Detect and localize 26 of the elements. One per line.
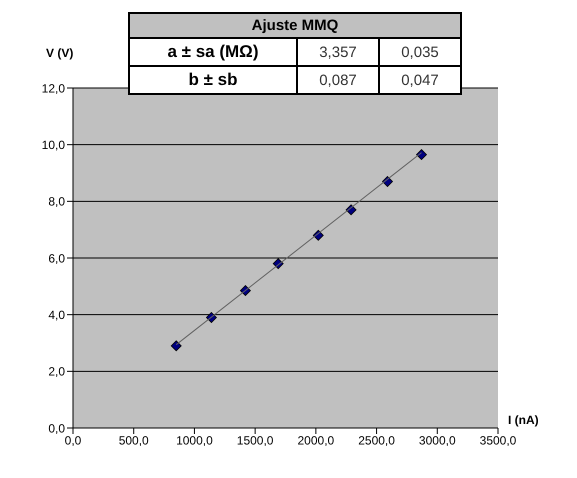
- text: Ajuste MMQ: [252, 17, 338, 34]
- y-axis-title: V (V): [46, 46, 74, 60]
- point: [416, 149, 427, 160]
- x-tick-label: 1000,0: [176, 434, 214, 448]
- point: [170, 340, 182, 352]
- y-tick-label: 2,0: [48, 364, 66, 379]
- x-tick-label: 2500,0: [358, 434, 396, 448]
- x-tick-label: 2000,0: [298, 434, 335, 448]
- y-tick-label: 4,0: [48, 308, 66, 322]
- x-tick-label: 1500,0: [236, 434, 274, 448]
- y-tick-label: 8,0: [48, 194, 66, 209]
- y-tick-label: 12,0: [42, 81, 66, 96]
- y-tick-label: 0,0: [48, 421, 66, 436]
- annotation: 0,087: [297, 66, 379, 94]
- text: 3,357: [319, 44, 357, 60]
- x-tick-label: 0,0: [64, 434, 82, 448]
- x-tick-label: 3000,0: [418, 434, 456, 448]
- annotation: 0,047: [379, 66, 461, 94]
- x-axis-title: I (nA): [508, 413, 539, 427]
- x-tick-label: 3500,0: [480, 434, 517, 448]
- annotation: b ± sb: [129, 66, 297, 94]
- y-tick-label: 10,0: [42, 138, 66, 152]
- x-tick-label: 500,0: [118, 434, 150, 448]
- text: a ± sa (MΩ): [168, 42, 258, 61]
- y-tick-label: 6,0: [48, 251, 66, 266]
- text: 0,035: [401, 44, 439, 60]
